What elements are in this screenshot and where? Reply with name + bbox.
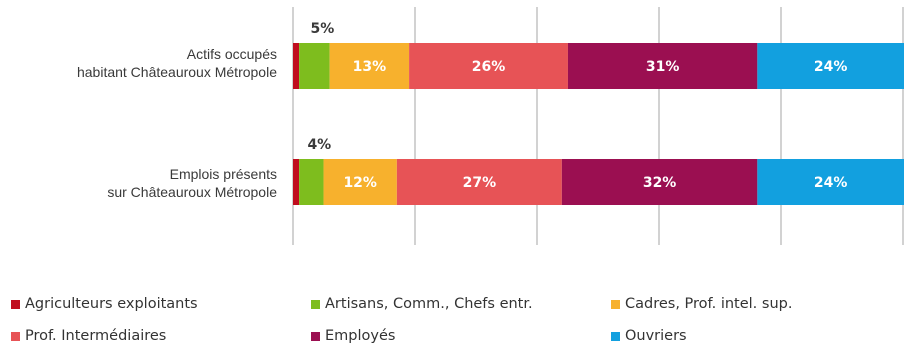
bar-segment — [757, 43, 904, 89]
bar-segment — [567, 43, 758, 89]
bar-segment — [329, 43, 410, 89]
category-label-line: Emplois présents — [169, 166, 277, 182]
category-label-line: Actifs occupés — [186, 46, 277, 62]
data-label: 26% — [472, 59, 506, 75]
category-label-line: habitant Châteauroux Métropole — [76, 64, 277, 80]
data-label: 13% — [353, 59, 387, 75]
bar-segment — [299, 159, 324, 205]
bar-segment — [293, 159, 300, 205]
data-label: 31% — [646, 59, 680, 75]
data-label: 24% — [814, 175, 848, 191]
legend-item: Ouvriers — [611, 328, 687, 344]
legend-label: Employés — [325, 328, 396, 344]
bar-segment — [757, 159, 904, 205]
legend-swatch — [611, 299, 620, 309]
bar-segment — [323, 159, 397, 205]
legend-swatch — [611, 331, 620, 341]
legend-label: Artisans, Comm., Chefs entr. — [325, 296, 533, 312]
legend-swatch — [311, 299, 320, 309]
legend-item: Agriculteurs exploitants — [11, 296, 198, 312]
legend-label: Cadres, Prof. intel. sup. — [625, 296, 793, 312]
bar-segment — [409, 43, 568, 89]
bar-segment — [299, 43, 330, 89]
legend-label: Ouvriers — [625, 328, 687, 344]
data-labels: 5% 13% 26% 31% 24% 4% 12% 27% 32% 24% — [307, 21, 847, 191]
bar-segment — [561, 159, 758, 205]
legend-item: Cadres, Prof. intel. sup. — [611, 296, 792, 312]
data-label: 5% — [310, 21, 334, 37]
category-label: Emplois présents sur Châteauroux Métropo… — [7, 165, 277, 201]
data-label: 32% — [643, 175, 677, 191]
category-label-line: sur Châteauroux Métropole — [107, 184, 277, 200]
data-label: 24% — [814, 59, 848, 75]
legend-swatch — [311, 331, 320, 341]
bars — [293, 43, 904, 205]
legend-swatch — [11, 331, 20, 341]
data-label: 12% — [343, 175, 377, 191]
category-label: Actifs occupés habitant Châteauroux Métr… — [7, 45, 277, 81]
legend-item: Artisans, Comm., Chefs entr. — [311, 296, 533, 312]
legend-item: Employés — [311, 328, 395, 344]
legend-item: Prof. Intermédiaires — [11, 328, 166, 344]
bar-segment — [396, 159, 562, 205]
bar-segment — [293, 43, 300, 89]
legend-swatch — [11, 299, 20, 309]
legend-label: Prof. Intermédiaires — [25, 328, 167, 344]
legend-label: Agriculteurs exploitants — [25, 296, 198, 312]
gridlines — [292, 7, 904, 245]
data-label: 4% — [307, 137, 331, 153]
data-label: 27% — [463, 175, 497, 191]
